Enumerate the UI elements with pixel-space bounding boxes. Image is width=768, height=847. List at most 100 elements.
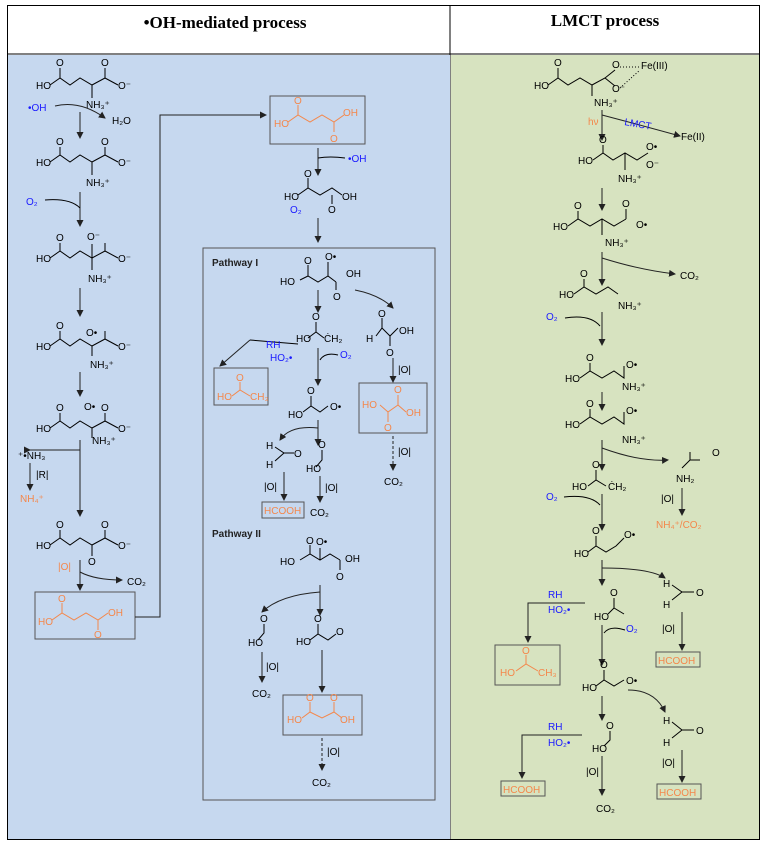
acetic-acid-box-2: HO O CH₃: [494, 644, 561, 686]
rh-label-3: RH: [548, 722, 562, 733]
svg-text:NH₃⁺: NH₃⁺: [618, 174, 642, 185]
svg-text:HO: HO: [36, 81, 51, 92]
svg-text:O: O: [599, 135, 607, 146]
svg-text:O: O: [600, 660, 608, 671]
svg-text:HO: HO: [296, 334, 311, 345]
svg-text:O: O: [336, 627, 344, 638]
svg-text:HO: HO: [36, 541, 51, 552]
svg-text:O: O: [328, 205, 336, 216]
succinic-acid-box-1: HO O OH O: [34, 591, 136, 641]
svg-text:HO: HO: [280, 277, 295, 288]
pathway-ii-alkoxyl: HO O O• OH O: [280, 536, 360, 583]
svg-text:O: O: [56, 233, 64, 244]
svg-text:HO: HO: [274, 119, 289, 130]
svg-text:O: O: [333, 292, 341, 303]
svg-text:OH: OH: [108, 608, 123, 619]
oh-radical-label: •OH: [28, 103, 47, 114]
rh-label: RH: [266, 340, 280, 351]
svg-text:NH₃⁺: NH₃⁺: [92, 436, 116, 447]
oxygen-label-3: O₂: [340, 350, 352, 361]
svg-text:HO: HO: [36, 254, 51, 265]
svg-text:OH: OH: [399, 326, 414, 337]
svg-text:O: O: [378, 309, 386, 320]
svg-text:O: O: [101, 58, 109, 69]
lmct-panel: [451, 55, 759, 839]
formaldehyde: HH O: [266, 441, 302, 471]
svg-text:HO: HO: [572, 482, 587, 493]
svg-text:O: O: [304, 169, 312, 180]
svg-text:O•: O•: [84, 402, 96, 413]
co2-label-3: CO₂: [310, 508, 329, 519]
svg-text:O: O: [101, 403, 109, 414]
svg-text:O⁻: O⁻: [118, 424, 131, 435]
svg-text:O: O: [306, 693, 314, 704]
svg-text:HO: HO: [36, 424, 51, 435]
svg-text:O: O: [554, 58, 562, 69]
oxidant-label-4: |O|: [264, 482, 277, 493]
lmct-alkyl-radical: HO O NH₃⁺: [559, 269, 642, 312]
svg-text:O: O: [318, 440, 326, 451]
oxidant-label-11: |O|: [586, 767, 599, 778]
succinyl-radical: HO O OH O: [284, 169, 357, 216]
svg-text:NH₃⁺: NH₃⁺: [618, 301, 642, 312]
svg-text:H: H: [366, 334, 373, 345]
svg-text:ĊH₂: ĊH₂: [324, 332, 342, 345]
lmct-glycolate-radical: HO O O•: [582, 660, 638, 694]
svg-text:OH: OH: [343, 108, 358, 119]
lmct-alkoxyl-1: HO O O• NH₃⁺: [565, 353, 646, 393]
svg-text:H: H: [663, 738, 670, 749]
oxidant-label-6: |O|: [266, 662, 279, 673]
svg-text:HO: HO: [582, 683, 597, 694]
svg-text:NH₃⁺: NH₃⁺: [622, 435, 646, 446]
svg-text:HO: HO: [592, 744, 607, 755]
svg-text:O: O: [58, 594, 66, 605]
svg-text:O⁻: O⁻: [118, 541, 131, 552]
hv-label: hν: [588, 117, 599, 128]
svg-text:O: O: [384, 423, 392, 434]
ho2-label-3: HO₂•: [548, 738, 571, 749]
lmct-process-header: LMCT process: [551, 11, 660, 30]
svg-text:O: O: [586, 399, 594, 410]
svg-text:NH₃⁺: NH₃⁺: [88, 274, 112, 285]
alkoxyl-molecule-2: HO O O• O O⁻NH₃⁺: [36, 402, 131, 447]
formic-acid-label-2: HCOOH: [658, 656, 695, 667]
svg-text:O: O: [712, 448, 720, 459]
glyoxylic-acid: H O OH O: [366, 309, 414, 359]
svg-text:O: O: [312, 312, 320, 323]
svg-text:O: O: [88, 557, 96, 568]
svg-text:O: O: [574, 201, 582, 212]
svg-text:NH₃⁺: NH₃⁺: [594, 98, 618, 109]
svg-text:OH: OH: [342, 192, 357, 203]
svg-text:H: H: [266, 441, 273, 452]
lmct-acetyl-radical: HO O ĊH₂: [572, 460, 626, 493]
lmct-formyl-radical: HO O: [592, 721, 614, 755]
co2-label-7: CO₂: [596, 804, 615, 815]
oxygen-label-4: O₂: [546, 312, 558, 323]
svg-text:O: O: [336, 572, 344, 583]
svg-text:HO: HO: [578, 156, 593, 167]
svg-text:O: O: [306, 536, 314, 547]
svg-text:O: O: [56, 58, 64, 69]
svg-text:O: O: [330, 134, 338, 145]
svg-text:NH₃⁺: NH₃⁺: [90, 360, 114, 371]
ho2-label-2: HO₂•: [548, 605, 571, 616]
oxidant-label-9: |O|: [662, 624, 675, 635]
glycolate-radical: HO O O•: [288, 386, 342, 421]
lmct-peroxyl: HO O O•: [574, 526, 636, 560]
ammonium-co2-label: NH₄⁺/CO₂: [656, 520, 702, 531]
oxidant-label-3: |O|: [398, 447, 411, 458]
svg-text:CH₃: CH₃: [538, 668, 557, 679]
co2-label-6: CO₂: [680, 271, 699, 282]
lmct-alkoxyl-2: HO O O• NH₃⁺: [565, 399, 646, 446]
lmct-radical-2: HO O O O• NH₃⁺: [553, 199, 648, 249]
svg-text:H: H: [663, 600, 670, 611]
svg-text:O•: O•: [626, 360, 638, 371]
svg-text:O•: O•: [646, 142, 658, 153]
svg-text:HO: HO: [248, 638, 263, 649]
radical-molecule-1: HO O O O⁻ NH₃⁺: [36, 137, 131, 189]
svg-text:HO: HO: [288, 410, 303, 421]
svg-text:NH₃⁺: NH₃⁺: [622, 382, 646, 393]
formic-acid-label: HCOOH: [264, 506, 301, 517]
acetyl-radical: HOO ĊH₂: [296, 312, 342, 345]
svg-text:CH₃: CH₃: [250, 392, 269, 403]
